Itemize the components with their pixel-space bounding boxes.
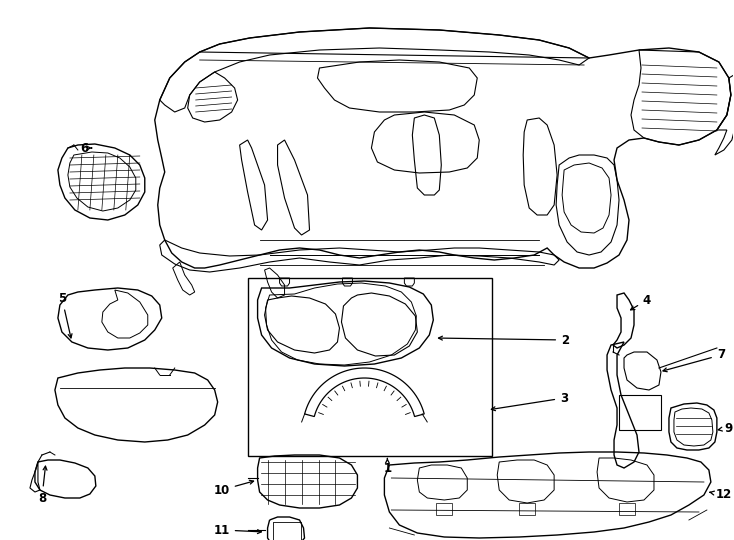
Bar (272, 522, 300, 540)
Text: 2: 2 (438, 334, 569, 347)
Bar (247, 278, 493, 456)
Text: 6: 6 (81, 141, 92, 154)
Bar (436, 503, 452, 515)
Text: 3: 3 (491, 392, 568, 411)
Bar (619, 395, 661, 430)
Text: 5: 5 (58, 292, 72, 338)
Text: 11: 11 (214, 523, 261, 537)
Bar (519, 503, 535, 515)
Text: 4: 4 (631, 294, 651, 310)
Text: 8: 8 (38, 466, 47, 504)
Text: 9: 9 (719, 422, 733, 435)
Text: 7: 7 (663, 348, 725, 372)
Bar (619, 503, 635, 515)
Text: 1: 1 (383, 458, 391, 475)
Text: 10: 10 (214, 480, 253, 496)
Text: 12: 12 (710, 489, 732, 502)
